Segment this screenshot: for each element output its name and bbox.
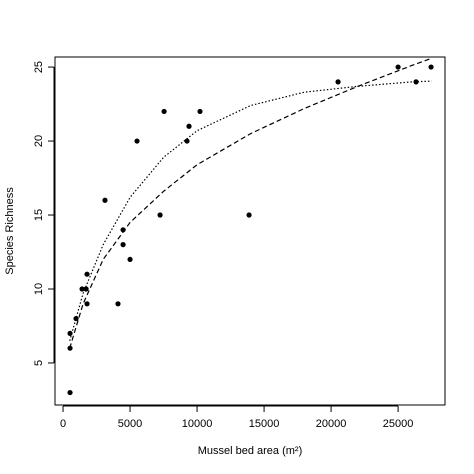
point	[157, 212, 163, 218]
point	[395, 64, 401, 70]
fit-curve	[69, 57, 432, 349]
y-tick-label: 20	[33, 135, 45, 147]
x-tick-label: 5000	[118, 418, 142, 430]
point	[134, 138, 140, 144]
point	[67, 330, 73, 336]
point	[102, 197, 108, 203]
fit-curve	[69, 80, 432, 341]
point	[120, 242, 126, 248]
x-tick-label: 10000	[182, 418, 213, 430]
x-tick-label: 0	[60, 418, 66, 430]
point	[184, 138, 190, 144]
point	[197, 108, 203, 115]
x-tick-label: 15000	[249, 418, 280, 430]
point	[186, 123, 192, 129]
point	[84, 301, 90, 307]
point	[161, 108, 167, 115]
y-tick-label: 25	[33, 61, 45, 73]
y-tick-label: 10	[33, 283, 45, 295]
point	[246, 212, 252, 218]
y-axis-label: Species Richness	[4, 187, 16, 275]
point	[127, 256, 133, 263]
x-axis-label: Mussel bed area (m²)	[198, 445, 303, 457]
point	[67, 389, 73, 396]
point	[79, 286, 85, 292]
point	[428, 64, 434, 70]
point	[335, 79, 341, 85]
x-tick-label: 20000	[316, 418, 347, 430]
point	[73, 315, 79, 322]
y-tick-label: 15	[33, 209, 45, 221]
point	[413, 79, 419, 85]
plot-frame	[54, 56, 446, 406]
y-tick-label: 5	[33, 360, 45, 366]
x-tick-label: 25000	[383, 418, 414, 430]
point	[84, 271, 90, 277]
point	[115, 301, 121, 307]
